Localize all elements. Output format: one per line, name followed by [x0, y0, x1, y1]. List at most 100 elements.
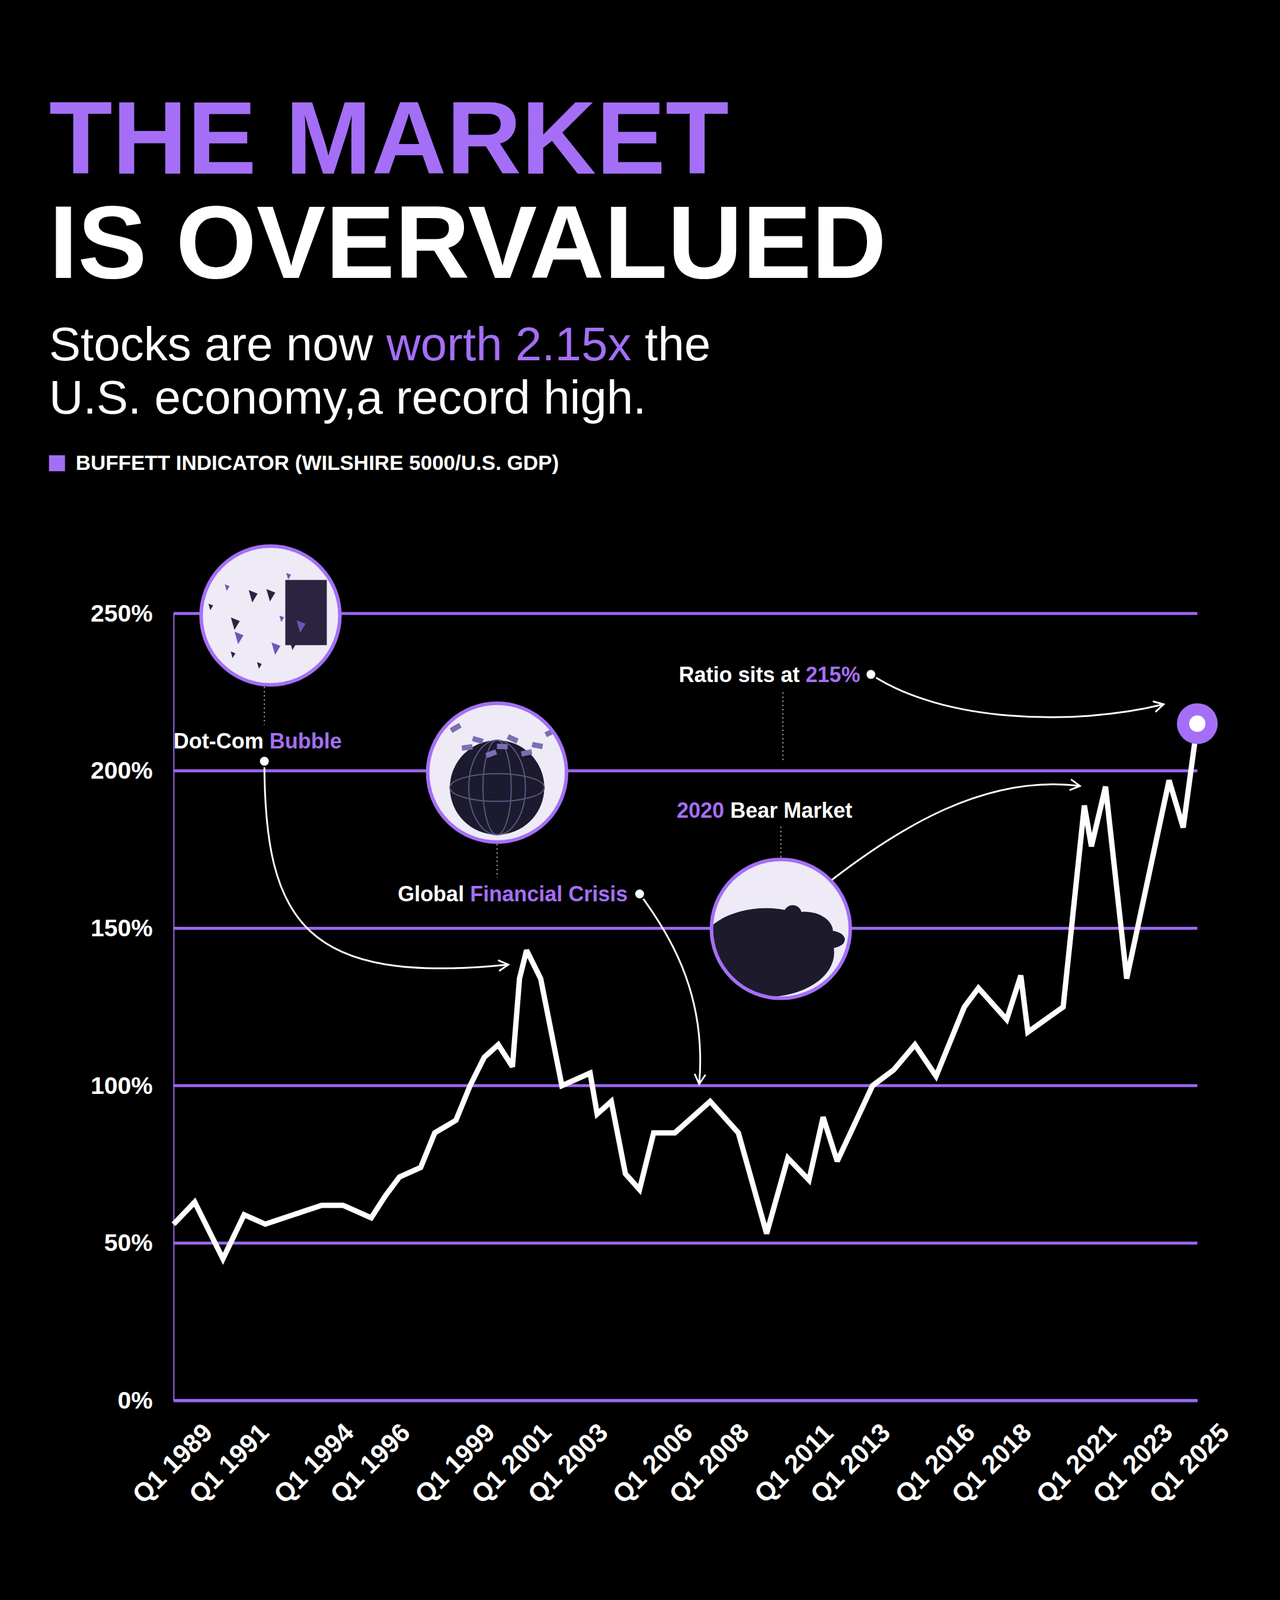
- x-tick: Q1 2025: [1143, 1400, 1235, 1509]
- icon-shape: [271, 642, 281, 655]
- x-tick-label: Q1 1996: [324, 1417, 416, 1509]
- x-axis-line: [173, 1399, 1198, 1403]
- icon-content: [698, 859, 851, 998]
- icon-ring: [200, 546, 340, 686]
- x-tick: Q1 2003: [522, 1400, 614, 1509]
- arrow: [639, 893, 700, 1084]
- icon-shape: [224, 584, 230, 591]
- icon-shape: [257, 661, 262, 669]
- grid: [173, 613, 1198, 1401]
- icon-globe: [427, 703, 567, 843]
- x-axis: Q1 1989Q1 1991Q1 1994Q1 1996Q1 1999Q1 20…: [126, 1400, 1235, 1509]
- subtitle: Stocks are nowworth 2.15xthe: [49, 317, 712, 371]
- icon-shape: [297, 606, 307, 619]
- x-tick-label: Q1 2013: [804, 1417, 896, 1509]
- icon-shape: [308, 588, 313, 595]
- icon-dotcom: [200, 546, 340, 686]
- icon-shape: [231, 617, 240, 630]
- icon-shape: [471, 736, 484, 745]
- icon-shape: [461, 744, 473, 751]
- icon-shape: [482, 740, 512, 835]
- annotations: Dot-ComBubbleGlobalFinancial Crisis2020B…: [173, 662, 1164, 1085]
- y-tick-label: 0%: [117, 1386, 153, 1414]
- annotation: GlobalFinancial Crisis: [397, 881, 628, 907]
- icon-shape: [449, 722, 462, 734]
- icon-ring: [711, 859, 851, 998]
- annotation-run: 2020: [676, 798, 725, 823]
- x-tick: Q1 1991: [183, 1400, 275, 1509]
- x-tick-label: Q1 1991: [183, 1417, 275, 1509]
- x-tick: Q1 1996: [324, 1400, 416, 1509]
- connector: [782, 692, 784, 761]
- plot-area: [173, 703, 1218, 1260]
- icon-shape: [248, 590, 258, 603]
- x-tick-label: Q1 2018: [945, 1417, 1038, 1509]
- icon-ring: [427, 703, 567, 843]
- annotation-run: 215%: [805, 662, 861, 687]
- icon-shape: [506, 734, 519, 744]
- annotation-run: Financial Crisis: [469, 881, 628, 907]
- x-tick: Q1 2018: [945, 1400, 1038, 1509]
- end-marker: [1176, 703, 1218, 745]
- title: IS OVERVALUED: [49, 184, 887, 300]
- icon-shape: [230, 651, 236, 658]
- y-tick: 50%: [104, 1229, 174, 1257]
- grid-line: [173, 769, 1198, 773]
- arrow: [871, 674, 1164, 718]
- icon-bg: [427, 703, 567, 843]
- subtitle-run: U.S. economy,a record high.: [49, 370, 647, 424]
- connector: [263, 686, 265, 725]
- y-tick: 150%: [90, 914, 174, 942]
- background: [0, 0, 1280, 1600]
- icon-shape: [784, 904, 802, 923]
- chart: THE MARKETIS OVERVALUED Stocks are nowwor…: [0, 0, 1280, 1600]
- icon-shape: [279, 615, 284, 623]
- icon-content: [427, 703, 567, 843]
- icon-bear: [698, 859, 851, 998]
- y-tick-label: 150%: [90, 914, 153, 942]
- annotation-run: Global: [397, 881, 464, 907]
- annotation: Dot-ComBubble: [173, 728, 342, 754]
- grid-line: [173, 1241, 1198, 1245]
- icon-content: [200, 546, 340, 686]
- connector: [496, 843, 498, 878]
- x-tick: Q1 2013: [804, 1400, 896, 1509]
- y-tick: 200%: [90, 756, 174, 784]
- subtitle-run: worth 2.15x: [385, 317, 632, 371]
- icon-shape: [497, 743, 508, 750]
- y-tick: 0%: [117, 1386, 174, 1414]
- y-tick-label: 250%: [90, 599, 153, 627]
- annotation: 2020Bear Market: [676, 798, 853, 823]
- legend-swatch: [49, 455, 66, 472]
- grid-line: [173, 926, 1198, 930]
- annotation-dot: [258, 756, 270, 767]
- annotation-run: Dot-Com: [173, 728, 264, 754]
- icon-shape: [520, 749, 533, 757]
- icon-shape: [266, 589, 276, 602]
- icon-shape: [296, 620, 306, 633]
- icon-shape: [286, 573, 291, 580]
- icon-shape: [285, 580, 327, 646]
- connector: [780, 826, 782, 859]
- icon-shape: [698, 907, 835, 997]
- x-tick-label: Q1 2003: [522, 1417, 614, 1509]
- arrow: [264, 761, 509, 969]
- annotation-run: Bubble: [269, 728, 342, 754]
- grid-line: [173, 1084, 1198, 1088]
- grid-line: [173, 1399, 1198, 1403]
- icon-bg: [200, 546, 340, 686]
- subtitle: U.S. economy,a record high.: [49, 370, 647, 424]
- subtitle-run: Stocks are now: [49, 317, 374, 371]
- icon-shape: [468, 740, 526, 835]
- icon-shape: [531, 741, 543, 750]
- arrow: [832, 784, 1081, 880]
- y-tick-label: 50%: [104, 1229, 153, 1257]
- icon-shape: [314, 638, 319, 645]
- series-line: [173, 723, 1198, 1259]
- title: THE MARKET: [49, 80, 729, 196]
- annotation-run: Bear Market: [730, 798, 853, 823]
- annotation-run: Ratio sits at: [678, 662, 800, 687]
- icon-shape: [485, 749, 498, 758]
- x-tick-label: Q1 2025: [1143, 1417, 1235, 1509]
- x-tick: Q1 2008: [663, 1400, 755, 1509]
